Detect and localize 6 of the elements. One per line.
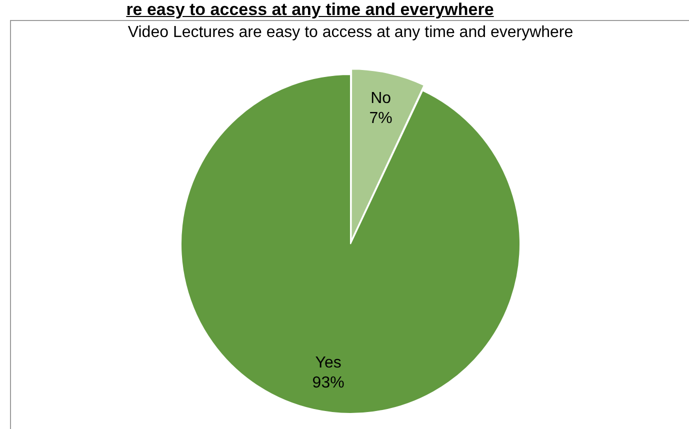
data-label: 7% (369, 110, 392, 127)
text: re easy to access at any time and everywhere (125, 0, 495, 20)
data-label: 93% (312, 374, 344, 392)
slice-label: No (370, 90, 392, 107)
chart-title: Video Lectures are easy to access at any time and everywhere (126, 23, 574, 43)
slice-label: Yes (315, 354, 342, 372)
